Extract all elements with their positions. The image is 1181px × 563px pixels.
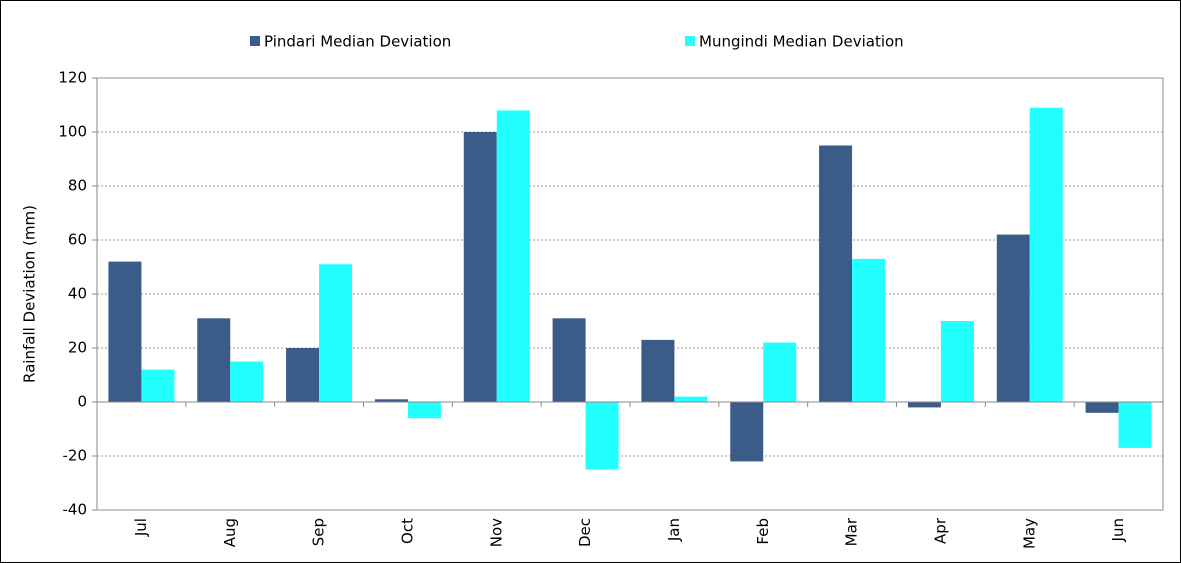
bar: [674, 396, 708, 402]
x-tick-label: May: [1020, 518, 1038, 549]
y-tick-label: 20: [68, 339, 87, 357]
bar: [641, 339, 675, 402]
bar: [996, 234, 1030, 402]
x-tick-label: Sep: [310, 518, 328, 546]
x-tick-label: Aug: [221, 518, 239, 547]
x-tick-label: Jul: [132, 518, 150, 537]
y-tick-label: -40: [63, 501, 88, 519]
legend-swatch: [685, 36, 695, 46]
y-tick-label: 100: [58, 123, 87, 141]
y-tick-label: 120: [58, 69, 87, 87]
y-axis-label: Rainfall Deviation (mm): [21, 205, 39, 383]
bar: [1085, 402, 1119, 413]
y-tick-label: -20: [63, 447, 88, 465]
bar: [496, 110, 530, 403]
x-tick-label: Mar: [843, 517, 861, 546]
x-tick-label: Jan: [665, 518, 683, 542]
y-tick-label: 40: [68, 285, 87, 303]
bar: [852, 258, 886, 402]
bar: [585, 402, 619, 470]
bar: [940, 321, 974, 402]
bar: [108, 261, 142, 402]
bar: [374, 399, 408, 402]
bar: [286, 348, 320, 402]
legend-label: Pindari Median Deviation: [264, 33, 451, 51]
bar: [730, 402, 764, 462]
y-tick-label: 80: [68, 177, 87, 195]
x-tick-label: Nov: [487, 518, 505, 547]
bar: [319, 264, 353, 402]
x-tick-label: Apr: [931, 517, 949, 544]
bar: [1029, 107, 1063, 402]
bar: [763, 342, 797, 402]
x-tick-label: Oct: [398, 518, 416, 544]
bar: [230, 361, 264, 402]
legend-swatch: [250, 36, 260, 46]
bar: [1118, 402, 1152, 448]
x-tick-label: Jun: [1109, 518, 1127, 542]
bar: [141, 369, 175, 402]
bar: [552, 318, 586, 402]
bar: [197, 318, 231, 402]
bar: [463, 132, 497, 402]
y-tick-label: 0: [77, 393, 87, 411]
bar: [819, 145, 853, 402]
x-tick-label: Feb: [754, 518, 772, 545]
x-tick-label: Dec: [576, 518, 594, 547]
bar: [407, 402, 441, 419]
legend-label: Mungindi Median Deviation: [699, 33, 904, 51]
bar: [907, 402, 941, 408]
y-tick-label: 60: [68, 231, 87, 249]
